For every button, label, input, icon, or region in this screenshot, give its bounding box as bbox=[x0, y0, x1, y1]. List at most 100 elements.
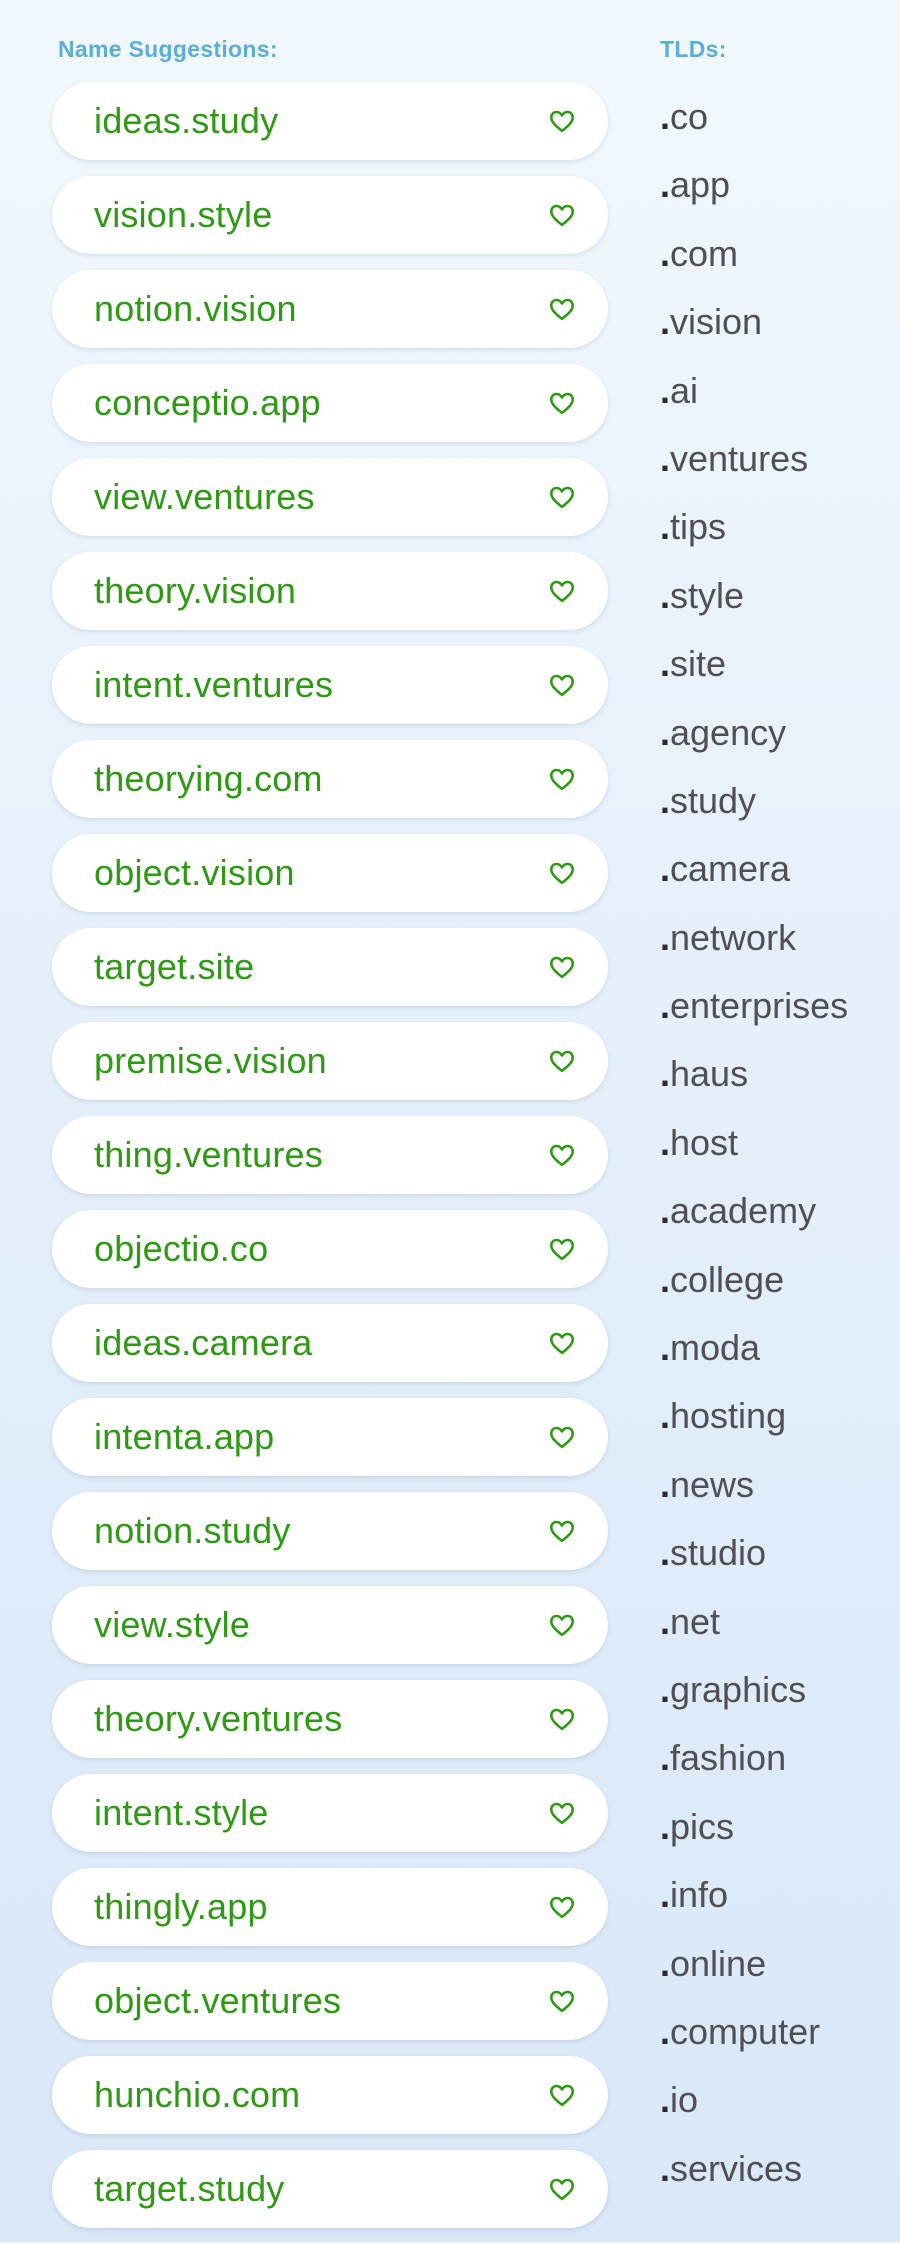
favorite-button[interactable] bbox=[546, 575, 578, 607]
tld-dot: . bbox=[660, 1668, 671, 1710]
name-suggestion-card[interactable]: intent.style bbox=[52, 1774, 608, 1852]
suggestion-tld: .app bbox=[203, 1416, 275, 1457]
name-suggestion-card[interactable]: target.site bbox=[52, 928, 608, 1006]
tld-item[interactable]: . ai bbox=[660, 370, 848, 438]
name-suggestion-card[interactable]: hunchio.com bbox=[52, 2056, 608, 2134]
tld-dot: . bbox=[660, 164, 671, 206]
tld-item[interactable]: . news bbox=[660, 1464, 848, 1532]
tld-item[interactable]: . vision bbox=[660, 301, 848, 369]
favorite-button[interactable] bbox=[546, 1703, 578, 1735]
name-suggestion-card[interactable]: notion.study bbox=[52, 1492, 608, 1570]
name-suggestion-card[interactable]: objectio.co bbox=[52, 1210, 608, 1288]
name-suggestion-card[interactable]: vision.style bbox=[52, 176, 608, 254]
favorite-button[interactable] bbox=[546, 1233, 578, 1265]
name-suggestion-card[interactable]: object.vision bbox=[52, 834, 608, 912]
tld-item[interactable]: . net bbox=[660, 1601, 848, 1669]
tld-item[interactable]: . moda bbox=[660, 1327, 848, 1395]
favorite-button[interactable] bbox=[546, 1891, 578, 1923]
tld-item[interactable]: . study bbox=[660, 780, 848, 848]
favorite-button[interactable] bbox=[546, 1139, 578, 1171]
tld-item[interactable]: . camera bbox=[660, 848, 848, 916]
tld-item[interactable]: . pics bbox=[660, 1806, 848, 1874]
tld-item[interactable]: . services bbox=[660, 2148, 848, 2216]
tld-dot: . bbox=[660, 574, 671, 616]
suggestion-name: notion bbox=[94, 1510, 194, 1551]
favorite-button[interactable] bbox=[546, 199, 578, 231]
suggestion-name: intent bbox=[94, 1792, 184, 1833]
name-suggestion-card[interactable]: conceptio.app bbox=[52, 364, 608, 442]
suggestion-tld: .study bbox=[187, 2168, 285, 2209]
tld-item[interactable]: . com bbox=[660, 233, 848, 301]
name-suggestion-card[interactable]: view.style bbox=[52, 1586, 608, 1664]
favorite-button[interactable] bbox=[546, 857, 578, 889]
name-suggestion-card[interactable]: intenta.app bbox=[52, 1398, 608, 1476]
tld-item[interactable]: . haus bbox=[660, 1053, 848, 1121]
tld-item[interactable]: . academy bbox=[660, 1190, 848, 1258]
favorite-button[interactable] bbox=[546, 481, 578, 513]
tld-item[interactable]: . tips bbox=[660, 506, 848, 574]
suggestion-domain: conceptio.app bbox=[94, 382, 321, 424]
favorite-button[interactable] bbox=[546, 1327, 578, 1359]
heart-outline-icon bbox=[549, 1520, 575, 1543]
favorite-button[interactable] bbox=[546, 1515, 578, 1547]
favorite-button[interactable] bbox=[546, 105, 578, 137]
favorite-button[interactable] bbox=[546, 293, 578, 325]
tld-label: study bbox=[670, 779, 757, 821]
favorite-button[interactable] bbox=[546, 1797, 578, 1829]
tld-item[interactable]: . online bbox=[660, 1943, 848, 2011]
tld-item[interactable]: . style bbox=[660, 575, 848, 643]
favorite-button[interactable] bbox=[546, 2173, 578, 2205]
tld-item[interactable]: . fashion bbox=[660, 1737, 848, 1805]
tld-item[interactable]: . co bbox=[660, 96, 848, 164]
name-suggestion-card[interactable]: premise.vision bbox=[52, 1022, 608, 1100]
tld-dot: . bbox=[660, 96, 671, 137]
name-suggestion-card[interactable]: thing.ventures bbox=[52, 1116, 608, 1194]
favorite-button[interactable] bbox=[546, 2079, 578, 2111]
suggestion-tld: .app bbox=[249, 382, 321, 423]
tld-item[interactable]: . io bbox=[660, 2079, 848, 2147]
tld-item[interactable]: . app bbox=[660, 164, 848, 232]
tld-label: computer bbox=[670, 2010, 821, 2052]
tld-dot: . bbox=[660, 848, 671, 890]
tld-item[interactable]: . studio bbox=[660, 1532, 848, 1600]
tld-item[interactable]: . graphics bbox=[660, 1669, 848, 1737]
tld-item[interactable]: . agency bbox=[660, 712, 848, 780]
tld-list: . co. app. com. vision. ai. ventures. tips. styl… bbox=[660, 96, 848, 2216]
name-suggestion-card[interactable]: view.ventures bbox=[52, 458, 608, 536]
tld-dot: . bbox=[660, 1874, 671, 1916]
tld-item[interactable]: . ventures bbox=[660, 438, 848, 506]
favorite-button[interactable] bbox=[546, 669, 578, 701]
heart-outline-icon bbox=[549, 1332, 575, 1355]
heart-outline-icon bbox=[549, 956, 575, 979]
favorite-button[interactable] bbox=[546, 1421, 578, 1453]
favorite-button[interactable] bbox=[546, 763, 578, 795]
name-suggestion-card[interactable]: thingly.app bbox=[52, 1868, 608, 1946]
name-suggestion-card[interactable]: theory.vision bbox=[52, 552, 608, 630]
heart-outline-icon bbox=[549, 2084, 575, 2107]
favorite-button[interactable] bbox=[546, 1045, 578, 1077]
favorite-button[interactable] bbox=[546, 1609, 578, 1641]
favorite-button[interactable] bbox=[546, 387, 578, 419]
suggestion-tld: .vision bbox=[192, 570, 297, 611]
name-suggestion-card[interactable]: ideas.study bbox=[52, 82, 608, 160]
tld-item[interactable]: . info bbox=[660, 1874, 848, 1942]
tld-item[interactable]: . host bbox=[660, 1122, 848, 1190]
tld-item[interactable]: . network bbox=[660, 917, 848, 985]
suggestion-domain: object.vision bbox=[94, 852, 295, 894]
suggestion-domain: view.ventures bbox=[94, 476, 315, 518]
name-suggestion-card[interactable]: theorying.com bbox=[52, 740, 608, 818]
favorite-button[interactable] bbox=[546, 1985, 578, 2017]
tld-item[interactable]: . enterprises bbox=[660, 985, 848, 1053]
name-suggestion-card[interactable]: notion.vision bbox=[52, 270, 608, 348]
tld-item[interactable]: . computer bbox=[660, 2011, 848, 2079]
tld-dot: . bbox=[660, 506, 671, 548]
tld-item[interactable]: . hosting bbox=[660, 1395, 848, 1463]
name-suggestion-card[interactable]: object.ventures bbox=[52, 1962, 608, 2040]
name-suggestion-card[interactable]: theory.ventures bbox=[52, 1680, 608, 1758]
favorite-button[interactable] bbox=[546, 951, 578, 983]
name-suggestion-card[interactable]: intent.ventures bbox=[52, 646, 608, 724]
name-suggestion-card[interactable]: target.study bbox=[52, 2150, 608, 2228]
tld-item[interactable]: . college bbox=[660, 1259, 848, 1327]
name-suggestion-card[interactable]: ideas.camera bbox=[52, 1304, 608, 1382]
tld-item[interactable]: . site bbox=[660, 643, 848, 711]
